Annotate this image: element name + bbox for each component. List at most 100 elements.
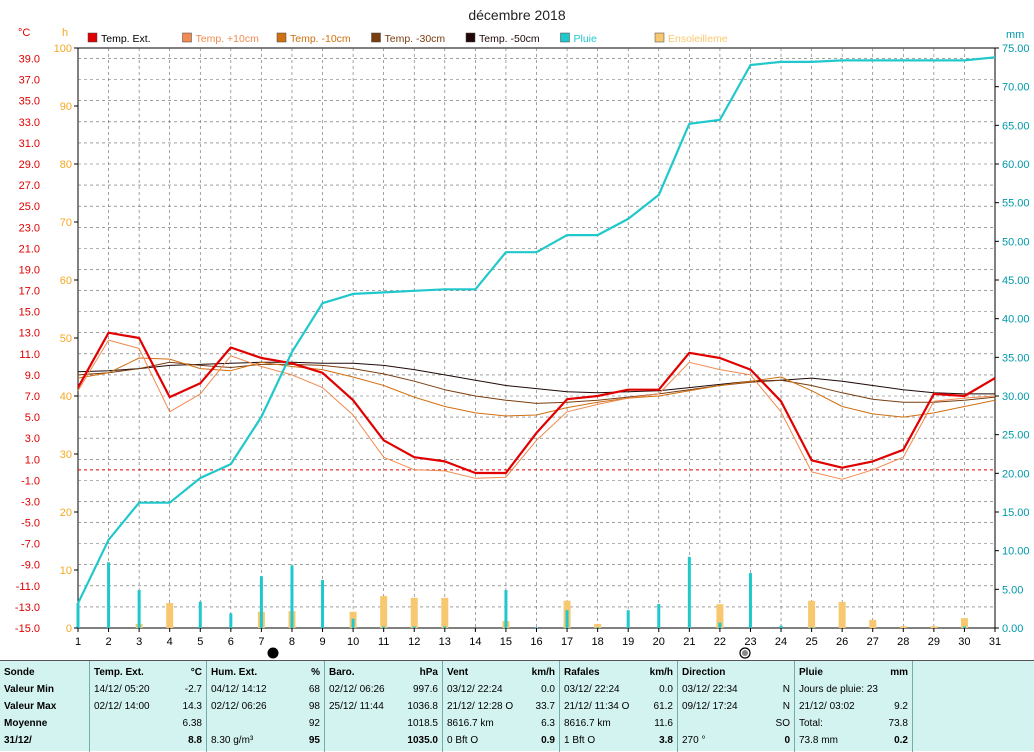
stats-column-rafales: Rafales km/h 03/12/ 22:24 0.0 21/12/ 11:34 O… (560, 661, 678, 752)
temp-tick-label: -13.0 (15, 602, 40, 614)
day-tick-label: 11 (378, 636, 389, 648)
legend-swatch (560, 32, 570, 43)
sunshine-bar (960, 618, 968, 628)
temp-tick-label: 29.0 (19, 159, 40, 171)
stats-cell-value: 0.0 (541, 684, 555, 695)
daily-rain-bar (198, 601, 202, 628)
full-moon-icon (267, 647, 279, 659)
series-line-temp-50cm (77, 361, 995, 395)
temp-tick-label: 37.0 (19, 75, 40, 87)
day-tick-label: 4 (167, 636, 173, 648)
stats-cell: 04/12/ 14:12 68 (211, 682, 320, 698)
stats-cell: Total: 73.8 (799, 716, 908, 732)
sunshine-bar (166, 603, 174, 628)
stats-cell-value: 68 (308, 684, 320, 695)
day-tick-label: 8 (289, 636, 295, 648)
sunshine-bar (410, 597, 418, 628)
stats-cell-label: 09/12/ 17:24 (682, 701, 738, 712)
day-tick-label: 3 (136, 636, 142, 648)
temp-tick-label: 13.0 (19, 328, 40, 340)
legend-swatch (276, 32, 287, 43)
stats-cell: 21/12/ 11:34 O 61.2 (564, 699, 673, 715)
stats-header: Hum. Ext.% (211, 665, 320, 681)
stats-column-temp: Temp. Ext. °C 14/12/ 05:20 -2.7 02/12/ 14:00… (90, 661, 207, 752)
rain-tick-label: 55.00 (1002, 198, 1030, 210)
stats-cell-value: 73.8 (888, 718, 908, 729)
rain-tick-label: 40.00 (1002, 314, 1030, 326)
moon-phases (267, 647, 751, 659)
daily-rain-bar (351, 618, 355, 628)
stats-header-title: Baro. (329, 667, 355, 678)
stats-header-unit: km/h (649, 667, 673, 678)
temp-tick-label: 9.0 (25, 370, 40, 382)
series-line-temp-ext (77, 331, 996, 475)
stats-cell-label: 02/12/ 06:26 (211, 701, 267, 712)
temp-tick-label: 33.0 (19, 117, 40, 129)
stats-cell-label: 0 Bft O (447, 735, 479, 746)
daily-rain-bar (290, 565, 294, 628)
rain-tick-label: 75.00 (1002, 43, 1030, 55)
day-tick-label: 9 (319, 636, 325, 648)
stats-header: Baro. hPa (329, 665, 438, 681)
series-line-temp-10cm (77, 339, 996, 480)
stats-cell-label: 8616.7 km (564, 718, 611, 729)
daily-rain-bar (321, 580, 325, 628)
stats-header-unit: hPa (419, 667, 438, 678)
day-tick-label: 23 (744, 636, 756, 648)
legend-label: Pluie (574, 33, 598, 45)
stats-column-hum: Hum. Ext.% 04/12/ 14:12 68 02/12/ 06:26 98 92… (207, 661, 325, 752)
stats-column-sonde: Sonde Valeur Min Valeur Max Moyenne 31/12/ (0, 661, 90, 752)
hours-tick-label: 40 (60, 391, 72, 403)
sunshine-bar (380, 596, 388, 628)
stats-cell-value: 997.6 (412, 684, 438, 695)
stats-header: Vent km/h (447, 665, 555, 681)
series-line-temp-10cm (77, 357, 996, 418)
stats-cell: Moyenne (4, 716, 85, 732)
stats-cell-value: 98 (308, 701, 320, 712)
hours-tick-label: 10 (60, 565, 72, 577)
day-tick-label: 6 (228, 636, 234, 648)
daily-rain-bar (596, 627, 600, 628)
legend: Temp. Ext. Temp. +10cm Temp. -10cm Temp. -3… (87, 32, 728, 45)
day-tick-label: 30 (958, 636, 970, 648)
temp-tick-label: -5.0 (21, 518, 40, 530)
stats-cell-label: 73.8 mm (799, 735, 838, 746)
temp-tick-label: 19.0 (19, 264, 40, 276)
legend-label: Temp. +10cm (196, 33, 260, 45)
temp-tick-label: 39.0 (19, 54, 40, 66)
day-tick-label: 20 (653, 636, 665, 648)
rain-tick-label: 10.00 (1002, 546, 1030, 558)
temp-tick-label: 5.0 (25, 412, 40, 424)
legend-swatch (371, 32, 381, 43)
stats-cell-value: 8.8 (188, 735, 202, 746)
stats-cell-value: 1018.5 (407, 718, 438, 729)
hours-tick-label: 60 (60, 275, 72, 287)
stats-cell: 1 Bft O 3.8 (564, 733, 673, 749)
temp-tick-label: 23.0 (19, 222, 40, 234)
sunshine-bar (838, 601, 846, 628)
stats-cell: 1018.5 (329, 716, 438, 732)
daily-rain-bar (443, 626, 447, 628)
stats-cell: 31/12/ (4, 733, 85, 749)
stats-cell-label: 02/12/ 14:00 (94, 701, 150, 712)
stats-cell-value: 0.9 (541, 735, 555, 746)
stats-cell-label: 21/12/ 12:28 O (447, 701, 514, 712)
temp-tick-label: -1.0 (21, 475, 40, 487)
stats-cell: 21/12/ 12:28 O 33.7 (447, 699, 555, 715)
rain-tick-label: 0.00 (1002, 623, 1023, 635)
stats-cell: Valeur Max (4, 699, 85, 715)
temp-tick-label: 1.0 (25, 454, 40, 466)
stats-cell-label: 21/12/ 03:02 (799, 701, 855, 712)
series-line-pluie (77, 56, 996, 604)
stats-cell: 02/12/ 06:26 997.6 (329, 682, 438, 698)
temp-tick-label: -3.0 (21, 496, 40, 508)
daily-rain-bar (565, 610, 569, 628)
stats-header-unit: mm (890, 667, 908, 678)
axes-layer: 39.037.035.033.031.029.027.025.023.021.0… (15, 43, 1030, 648)
daily-rain-bar (229, 613, 233, 628)
daily-rain-bar (107, 562, 111, 628)
temp-axis-label: °C (18, 27, 30, 39)
stats-cell: 21/12/ 03:02 9.2 (799, 699, 908, 715)
stats-cell-value: 1035.0 (407, 735, 438, 746)
stats-header-unit: °C (190, 667, 202, 678)
